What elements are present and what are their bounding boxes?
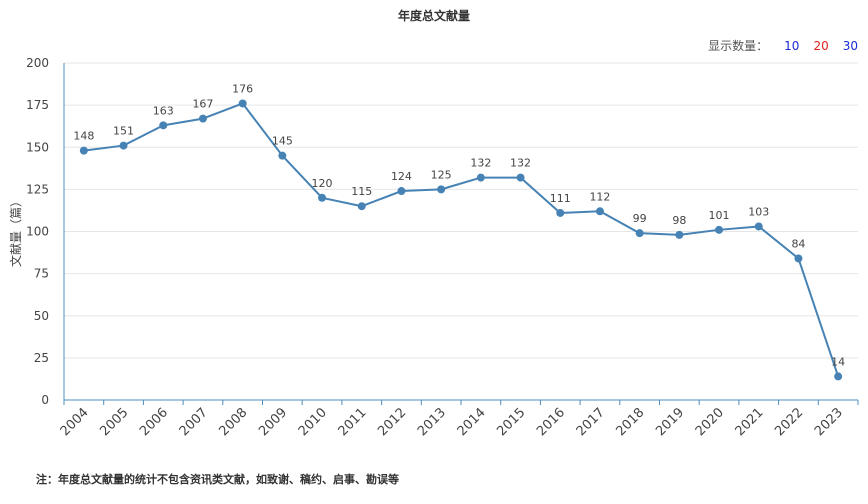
y-tick-label: 50 xyxy=(34,309,49,323)
data-label: 99 xyxy=(633,212,647,225)
x-tick-labels: 2004 2005 2006 2007 2008 2009 2010 2011 2012 2013… xyxy=(58,405,846,439)
data-label: 115 xyxy=(351,185,372,198)
x-tick-label: 2020 xyxy=(693,405,727,439)
data-label: 120 xyxy=(312,177,333,190)
data-label: 101 xyxy=(709,209,730,222)
y-tick-label: 150 xyxy=(26,140,49,154)
y-axis-label: 文献量（篇） xyxy=(8,195,23,267)
x-tick-label: 2008 xyxy=(216,405,250,439)
x-tick-label: 2007 xyxy=(177,405,211,439)
x-tick-label: 2006 xyxy=(137,405,171,439)
grid-lines xyxy=(64,62,858,359)
x-tick-label: 2018 xyxy=(613,405,647,439)
data-label: 132 xyxy=(510,157,531,170)
x-tick-label: 2012 xyxy=(375,405,409,439)
display-count-option-30[interactable]: 30 xyxy=(842,38,858,53)
data-point[interactable] xyxy=(238,99,247,108)
x-tick-label: 2014 xyxy=(455,405,489,439)
x-tick-label: 2021 xyxy=(733,405,767,439)
x-tick-label: 2011 xyxy=(336,405,370,439)
x-tick-label: 2004 xyxy=(58,405,92,439)
display-count-option-20[interactable]: 20 xyxy=(813,38,829,53)
series-polyline xyxy=(83,102,840,377)
data-label: 176 xyxy=(232,82,253,95)
data-label: 111 xyxy=(550,192,571,205)
data-point[interactable] xyxy=(834,372,843,381)
data-point[interactable] xyxy=(397,187,406,196)
data-label: 112 xyxy=(589,190,610,203)
y-tick-label: 175 xyxy=(26,98,49,112)
data-point[interactable] xyxy=(715,225,724,234)
y-tick-label: 0 xyxy=(41,393,49,407)
data-point[interactable] xyxy=(794,254,803,263)
data-label: 167 xyxy=(192,98,213,111)
x-tick-label: 2005 xyxy=(97,405,131,439)
x-tick-label: 2015 xyxy=(494,405,528,439)
data-point[interactable] xyxy=(476,173,485,182)
data-point[interactable] xyxy=(159,121,168,130)
data-label: 151 xyxy=(113,125,134,138)
data-label: 163 xyxy=(153,104,174,117)
data-label: 14 xyxy=(831,355,845,368)
data-label: 98 xyxy=(672,214,686,227)
chart-title: 年度总文献量 xyxy=(397,9,470,23)
data-labels: 148 151 163 167 176 145 120 115 124 125 132 132 111 1… xyxy=(73,82,845,368)
x-tick-label: 2023 xyxy=(812,405,846,439)
data-label: 84 xyxy=(791,237,805,250)
data-point[interactable] xyxy=(79,146,88,155)
data-point[interactable] xyxy=(556,208,565,217)
display-count-selector: 显示数量： 10 20 30 xyxy=(708,37,858,54)
y-tick-label: 200 xyxy=(26,56,49,70)
data-label: 103 xyxy=(748,205,769,218)
display-count-option-10[interactable]: 10 xyxy=(784,38,800,53)
data-point[interactable] xyxy=(437,185,446,194)
data-points xyxy=(79,99,843,381)
data-label: 145 xyxy=(272,135,293,148)
series-line xyxy=(83,102,840,377)
x-tick-label: 2009 xyxy=(256,405,290,439)
data-point[interactable] xyxy=(357,202,366,211)
display-count-label: 显示数量： xyxy=(708,39,769,53)
data-label: 148 xyxy=(73,130,94,143)
x-tick-label: 2016 xyxy=(534,405,568,439)
data-label: 124 xyxy=(391,170,412,183)
x-tick-label: 2017 xyxy=(574,405,608,439)
axes xyxy=(63,63,859,405)
footnote: 注：年度总文献量的统计不包含资讯类文献，如致谢、稿约、启事、勘误等 xyxy=(36,473,399,486)
data-point[interactable] xyxy=(318,193,327,202)
y-tick-label: 25 xyxy=(34,351,49,365)
data-label: 132 xyxy=(470,157,491,170)
x-tick-label: 2022 xyxy=(772,405,806,439)
y-tick-labels: 0 25 50 75 100 125 150 175 200 xyxy=(26,56,49,407)
y-tick-label: 125 xyxy=(26,182,49,196)
data-point[interactable] xyxy=(675,230,684,239)
data-point[interactable] xyxy=(198,114,207,123)
x-tick-label: 2013 xyxy=(415,405,449,439)
x-tick-label: 2010 xyxy=(296,405,330,439)
x-tick-label: 2019 xyxy=(653,405,687,439)
y-tick-label: 100 xyxy=(26,225,49,239)
data-point[interactable] xyxy=(119,141,128,150)
data-point[interactable] xyxy=(595,207,604,216)
y-tick-label: 75 xyxy=(34,267,49,281)
data-point[interactable] xyxy=(278,151,287,160)
data-point[interactable] xyxy=(516,173,525,182)
data-point[interactable] xyxy=(754,222,763,231)
data-label: 125 xyxy=(431,168,452,181)
data-point[interactable] xyxy=(635,229,644,238)
